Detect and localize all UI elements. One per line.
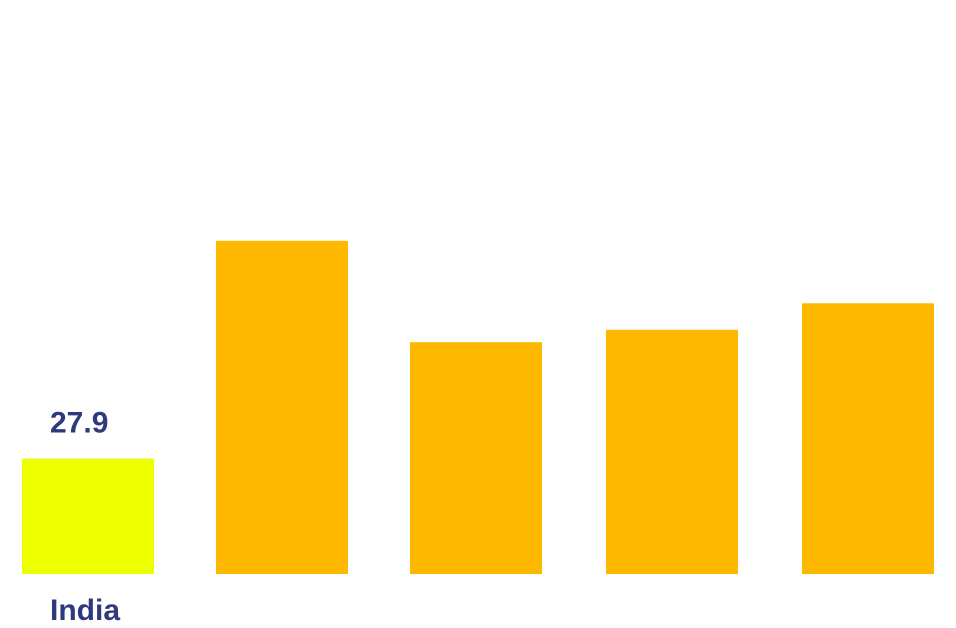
bar-3 — [606, 329, 738, 574]
bar-2 — [410, 342, 542, 574]
bar-4 — [802, 303, 934, 574]
data-label-0: 27.9 — [50, 407, 108, 440]
labels-group: 27.9 India — [50, 407, 120, 627]
bar-1 — [216, 240, 348, 575]
bars-group — [22, 240, 934, 575]
bar-0 — [22, 458, 154, 574]
category-label-0: India — [50, 594, 120, 627]
